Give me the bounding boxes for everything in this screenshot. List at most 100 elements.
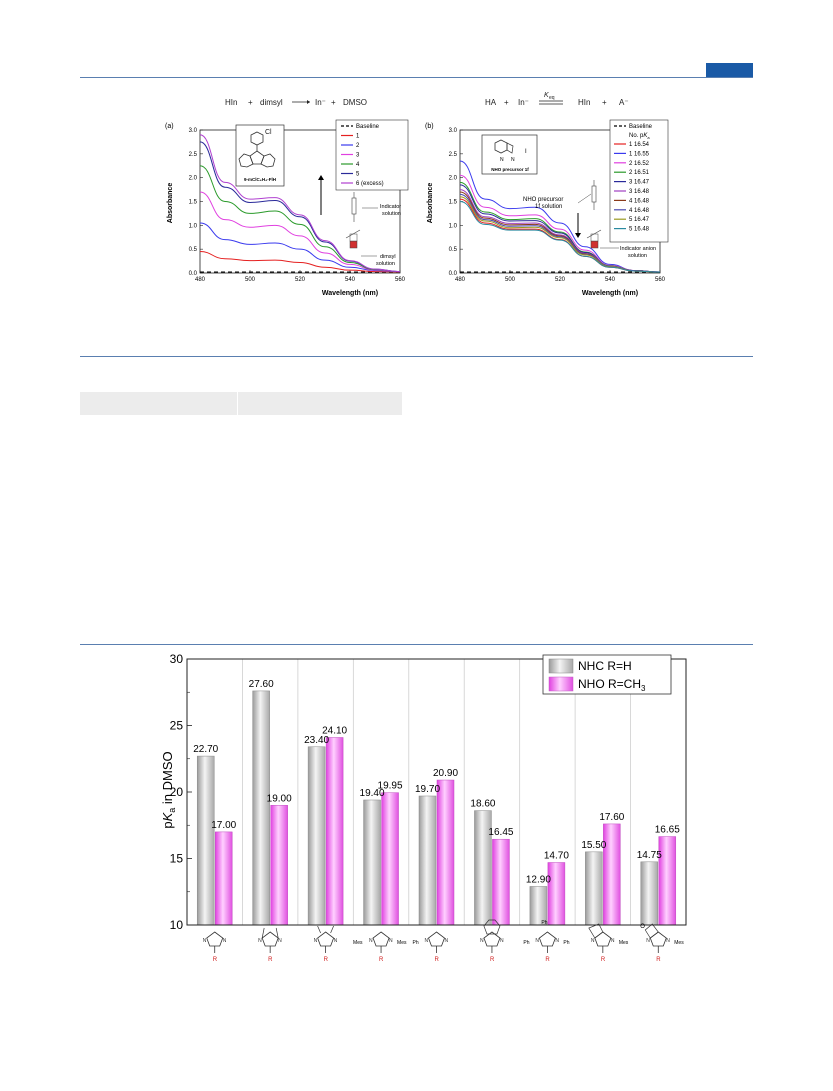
bar-chart-legend: NHC R=H NHO R=CH3: [542, 654, 672, 695]
series-line: [459, 201, 661, 273]
y-tick-label: 3.0: [189, 128, 198, 134]
svg-text:Mes: Mes: [674, 940, 684, 946]
legend-label: 1: [356, 134, 360, 140]
pka-bar-chart: 10 15 20 25 30 22.70 17.00 27.60 19.00 23.4024.10…: [160, 652, 687, 963]
bar-chart-ylabel: pKa in DMSO: [160, 751, 177, 828]
r-label: R: [656, 957, 661, 963]
x-tick-label: 500: [245, 277, 256, 283]
bar-nhc: [196, 755, 215, 926]
bar-label-nho: 19.00: [267, 793, 292, 804]
eq-a-1: +: [248, 98, 253, 107]
legend-label: Baseline: [356, 124, 380, 130]
eq-b-5: HIn: [578, 98, 590, 107]
svg-text:N: N: [500, 938, 504, 944]
svg-text:N: N: [223, 938, 227, 944]
svg-text:Ph: Ph: [413, 940, 419, 946]
x-tick-label: 500: [505, 277, 516, 283]
svg-text:Ph: Ph: [563, 940, 569, 946]
bar-label-nho: 20.90: [433, 768, 458, 779]
svg-text:N: N: [480, 938, 484, 944]
panel-b-label: (b): [425, 123, 434, 130]
bar-label-nho: 17.60: [599, 812, 624, 823]
bar-label-nhc: 14.75: [637, 850, 662, 861]
svg-text:solution: solution: [382, 211, 401, 217]
bar-label-nhc: 19.70: [415, 784, 440, 795]
eq-a-4: +: [331, 98, 336, 107]
svg-text:N: N: [203, 938, 207, 944]
panel-b-xlabel: Wavelength (nm): [582, 290, 638, 297]
bar-label-nhc: 27.60: [249, 679, 274, 690]
svg-text:Mes: Mes: [397, 940, 407, 946]
structure-2: R N N: [258, 927, 282, 963]
svg-text:N: N: [535, 938, 539, 944]
r-label: R: [213, 957, 218, 963]
legend-label: 1 16.55: [629, 151, 650, 157]
legend-label: 3 16.48: [629, 189, 650, 195]
structure-a-label: 9-mClC₆H₄-FlH: [244, 177, 276, 182]
x-tick-label: 520: [295, 277, 306, 283]
bar-label-nho: 24.10: [322, 725, 347, 736]
y-tick-label: 10: [170, 918, 184, 932]
structure-3: R N N: [314, 925, 338, 963]
svg-text:N: N: [611, 938, 615, 944]
x-tick-label: 560: [395, 277, 406, 283]
r-label: R: [324, 957, 329, 963]
legend-label: 4 16.48: [629, 208, 650, 214]
r-label: R: [545, 957, 550, 963]
eq-b-0: HA: [485, 98, 497, 107]
panel-b-ylabel: Absorbance: [427, 183, 434, 224]
bar-nhc: [307, 746, 326, 926]
svg-text:N: N: [666, 938, 670, 944]
panel-a-legend: Baseline 1 2 3 4 5 6 (excess): [335, 119, 409, 191]
legend-label: 6 (excess): [356, 181, 384, 187]
bar-label-nhc: 12.90: [526, 874, 551, 885]
structure-b-label: NHO precursor 1f: [491, 167, 529, 172]
eq-a-2: dimsyl: [260, 98, 283, 107]
y-tick-label: 1.0: [189, 223, 198, 229]
svg-text:N: N: [314, 938, 318, 944]
bar-nho: [214, 831, 233, 926]
structure-9: R N N Mes O: [640, 923, 684, 963]
panel-b-legend: Baseline No. pKa 1 16.54 1 16.55 2 16.52 2 16…: [609, 119, 669, 243]
svg-text:N: N: [389, 938, 393, 944]
legend-swatch-nhc: [548, 658, 574, 674]
bar-nhc: [640, 861, 659, 926]
series-line: [199, 222, 401, 273]
y-tick-label: 15: [170, 852, 184, 866]
eq-a-0: HIn: [225, 98, 237, 107]
annotation-anion-2: solution: [628, 253, 647, 259]
bar-nhc: [418, 795, 437, 926]
svg-text:N: N: [511, 157, 515, 163]
plot-frame: [186, 658, 687, 926]
bar-label-nho: 14.70: [544, 850, 569, 861]
y-tick-label: 0.5: [189, 247, 198, 253]
y-tick-label: 30: [170, 652, 184, 666]
bar-nho: [436, 779, 455, 926]
svg-text:N: N: [555, 938, 559, 944]
y-tick-label: 0.0: [449, 271, 458, 277]
legend-label: 2 16.52: [629, 161, 650, 167]
series-line: [199, 191, 401, 273]
y-tick-label: 1.5: [449, 200, 458, 206]
bar-nhc: [363, 799, 381, 926]
legend-label: 1 16.54: [629, 142, 650, 148]
bar-nho: [381, 792, 399, 926]
legend-label: 4: [356, 162, 360, 168]
svg-text:N: N: [334, 938, 338, 944]
annotation-indicator-a: Indicator: [380, 204, 401, 210]
svg-text:N: N: [591, 938, 595, 944]
x-tick-label: 520: [555, 277, 566, 283]
section-rule-2: [80, 644, 753, 645]
y-tick-label: 1.0: [449, 223, 458, 229]
svg-text:N: N: [445, 938, 449, 944]
structure-b: N N I NHO precursor 1f: [481, 134, 538, 175]
legend-label: 5: [356, 172, 360, 178]
panel-a-xlabel: Wavelength (nm): [322, 290, 378, 297]
svg-text:solution: solution: [376, 261, 395, 267]
section-rule-1: [80, 356, 753, 357]
svg-text:N: N: [369, 938, 373, 944]
svg-text:N: N: [646, 938, 650, 944]
bar-nho: [270, 805, 288, 926]
legend-label: Baseline: [629, 124, 653, 130]
x-tick-label: 560: [655, 277, 666, 283]
